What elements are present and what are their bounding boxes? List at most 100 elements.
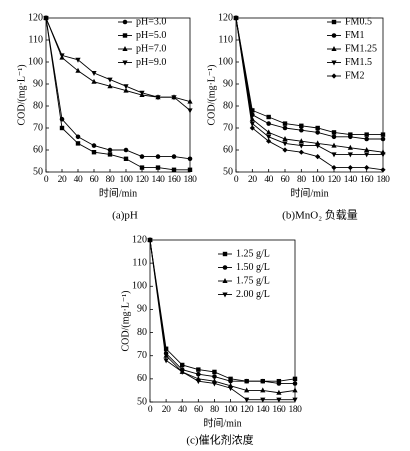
marker <box>298 149 304 155</box>
series-line <box>235 17 383 140</box>
marker <box>244 387 250 393</box>
x-tick-label: 160 <box>360 175 374 185</box>
y-tick-label: 50 <box>33 166 43 177</box>
legend-marker <box>331 60 337 66</box>
marker <box>331 130 337 135</box>
y-tick-label: 80 <box>223 100 233 111</box>
x-tick-label: 80 <box>106 175 115 185</box>
legend-label: FM1.25 <box>345 43 377 54</box>
y-tick-label: 110 <box>132 257 147 268</box>
marker <box>299 123 304 128</box>
marker <box>260 397 266 403</box>
marker <box>260 378 266 384</box>
legend-marker <box>331 33 337 38</box>
y-tick-label: 90 <box>33 78 43 89</box>
marker <box>91 71 97 76</box>
legend-label: 1.75 g/L <box>236 275 270 286</box>
y-tick-label: 100 <box>218 56 233 67</box>
marker <box>227 386 234 392</box>
x-tick-label: 120 <box>135 175 149 185</box>
series-line <box>149 239 296 394</box>
marker <box>266 121 271 126</box>
marker <box>331 165 337 171</box>
legend-marker <box>331 46 337 51</box>
y-axis-label: COD/(mg·L⁻¹) <box>120 290 131 351</box>
x-axis-label: 时间/min <box>290 186 328 199</box>
marker <box>276 378 282 384</box>
marker <box>180 362 185 368</box>
marker <box>228 378 233 384</box>
marker <box>75 57 81 63</box>
series-line <box>235 17 384 153</box>
marker <box>244 397 250 403</box>
x-tick-label: 180 <box>376 175 390 185</box>
series-line <box>149 239 295 401</box>
y-axis-label: COD/(mg·L⁻¹) <box>206 64 217 125</box>
marker <box>228 376 233 382</box>
marker <box>250 108 255 113</box>
x-tick-label: 140 <box>256 405 270 415</box>
marker <box>171 154 177 159</box>
marker <box>380 152 386 158</box>
marker <box>364 147 370 152</box>
y-tick-label: 70 <box>137 350 147 361</box>
x-tick-label: 120 <box>240 405 254 415</box>
marker <box>347 152 353 158</box>
marker <box>292 376 298 382</box>
marker <box>299 127 304 133</box>
marker <box>196 367 201 372</box>
marker <box>292 381 298 386</box>
x-tick-label: 0 <box>44 175 49 185</box>
marker <box>331 152 337 158</box>
marker <box>212 374 217 379</box>
marker <box>212 369 217 375</box>
marker <box>244 378 249 384</box>
y-tick-label: 80 <box>137 327 147 338</box>
marker <box>315 130 320 135</box>
marker <box>75 134 81 140</box>
marker <box>195 379 201 385</box>
x-tick-label: 20 <box>162 405 171 415</box>
x-tick-label: 160 <box>167 175 181 185</box>
marker <box>107 77 113 83</box>
marker <box>364 165 370 171</box>
x-tick-label: 60 <box>281 175 290 185</box>
legend-marker <box>222 265 228 270</box>
legend-marker <box>122 60 128 66</box>
marker <box>91 150 97 155</box>
marker <box>282 141 288 147</box>
y-tick-label: 120 <box>132 234 147 245</box>
marker <box>292 387 298 393</box>
marker <box>147 238 153 243</box>
x-tick-label: 40 <box>264 175 273 185</box>
y-tick-label: 120 <box>218 12 233 23</box>
legend-label: pH=3.0 <box>136 16 166 27</box>
marker <box>187 98 193 104</box>
x-tick-label: 100 <box>224 405 238 415</box>
y-tick-label: 70 <box>223 122 233 133</box>
marker <box>276 381 282 386</box>
marker <box>139 165 145 170</box>
legend-label: pH=7.0 <box>136 43 166 54</box>
legend-label: FM2 <box>345 70 364 81</box>
marker <box>123 147 129 153</box>
marker <box>59 53 65 59</box>
x-tick-label: 160 <box>272 405 286 415</box>
legend-label: FM1 <box>345 30 364 41</box>
legend-marker <box>331 19 337 25</box>
x-tick-label: 140 <box>151 175 165 185</box>
marker <box>380 167 386 173</box>
x-tick-label: 0 <box>234 175 239 185</box>
legend-label: pH=5.0 <box>136 30 166 41</box>
marker <box>107 83 113 89</box>
legend-label: 1.50 g/L <box>236 262 270 273</box>
marker <box>315 143 321 149</box>
y-tick-label: 110 <box>28 34 43 45</box>
x-tick-label: 20 <box>58 175 67 185</box>
marker <box>155 154 161 159</box>
legend-marker <box>222 278 228 283</box>
marker <box>266 114 271 120</box>
marker <box>298 143 304 149</box>
marker <box>282 121 288 126</box>
x-tick-label: 180 <box>183 175 197 185</box>
